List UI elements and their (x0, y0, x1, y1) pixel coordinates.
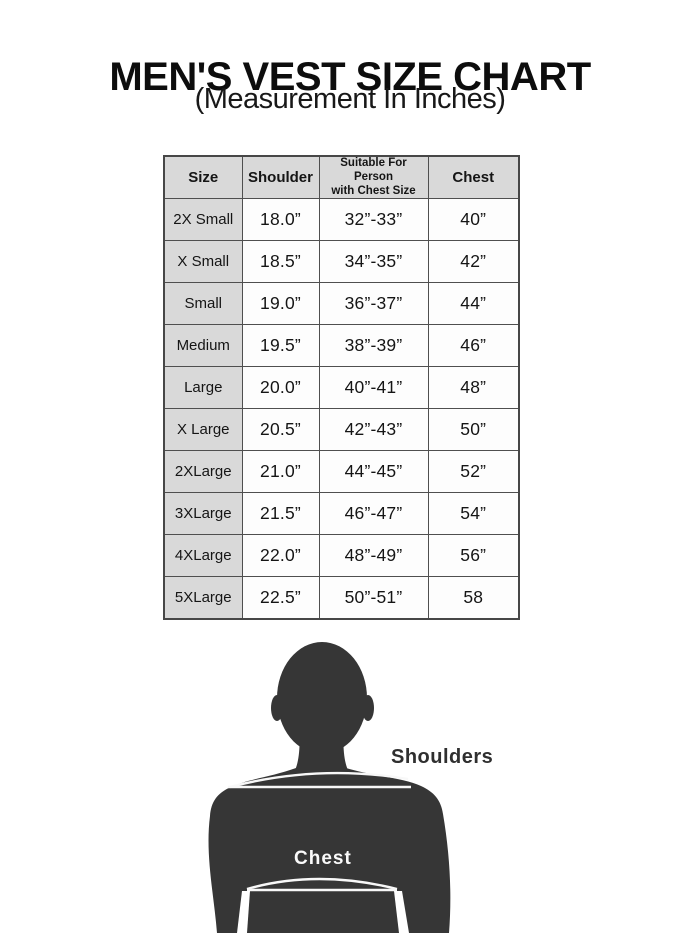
cell-chest: 54” (427, 492, 520, 536)
cell-size: 5XLarge (163, 576, 243, 620)
shoulder-measure-arc (229, 771, 409, 789)
cell-shoulder: 18.0” (241, 198, 320, 242)
cell-shoulder: 19.5” (241, 324, 320, 368)
cell-shoulder: 19.0” (241, 282, 320, 326)
table-row: Medium 19.5” 38”-39” 46” (163, 324, 520, 368)
cell-suitable-chest-range: 50”-51” (318, 576, 429, 620)
torso-shape (208, 768, 451, 933)
cell-suitable-chest-range: 42”-43” (318, 408, 429, 452)
right-arm-gap (394, 891, 409, 933)
cell-chest: 50” (427, 408, 520, 452)
cell-chest: 42” (427, 240, 520, 284)
cell-suitable-chest-range: 46”-47” (318, 492, 429, 536)
cell-suitable-chest-range: 36”-37” (318, 282, 429, 326)
cell-suitable-chest-range: 32”-33” (318, 198, 429, 242)
cell-size: 3XLarge (163, 492, 243, 536)
cell-size: 4XLarge (163, 534, 243, 578)
table-row: X Large 20.5” 42”-43” 50” (163, 408, 520, 452)
table-row: Large 20.0” 40”-41” 48” (163, 366, 520, 410)
cell-size: 2X Small (163, 198, 243, 242)
cell-shoulder: 18.5” (241, 240, 320, 284)
male-torso-silhouette (208, 642, 451, 933)
table-body: 2X Small 18.0” 32”-33” 40” X Small 18.5”… (163, 198, 520, 620)
cell-chest: 58 (427, 576, 520, 620)
cell-chest: 48” (427, 366, 520, 410)
cell-chest: 56” (427, 534, 520, 578)
page-subtitle: (Measurement In Inches) (194, 83, 506, 115)
col-header-suitable-line1: Suitable For Person (340, 157, 407, 183)
col-header-suitable-line2: with Chest Size (331, 184, 416, 197)
body-measurement-figure: Shoulders Chest (208, 642, 493, 933)
cell-size: X Large (163, 408, 243, 452)
cell-chest: 46” (427, 324, 520, 368)
table-row: X Small 18.5” 34”-35” 42” (163, 240, 520, 284)
shoulder-measure-line (228, 771, 411, 789)
col-header-suitable: Suitable For Person with Chest Size (318, 155, 429, 200)
cell-shoulder: 21.0” (241, 450, 320, 494)
cell-suitable-chest-range: 48”-49” (318, 534, 429, 578)
cell-shoulder: 22.5” (241, 576, 320, 620)
cell-shoulder: 22.0” (241, 534, 320, 578)
table-row: 2X Small 18.0” 32”-33” 40” (163, 198, 520, 242)
size-chart-table: Size Shoulder Suitable For Person with C… (163, 155, 520, 620)
chest-measure-arc (246, 877, 398, 891)
right-ear-shape (362, 695, 374, 721)
shoulders-label: Shoulders (391, 746, 493, 768)
table-row: 2XLarge 21.0” 44”-45” 52” (163, 450, 520, 494)
left-ear-shape (271, 695, 283, 721)
table-row: Small 19.0” 36”-37” 44” (163, 282, 520, 326)
chest-measure-line (246, 877, 398, 892)
cell-size: Large (163, 366, 243, 410)
cell-suitable-chest-range: 40”-41” (318, 366, 429, 410)
col-header-shoulder: Shoulder (241, 155, 320, 200)
cell-size: 2XLarge (163, 450, 243, 494)
cell-chest: 44” (427, 282, 520, 326)
page-title: MEN'S VEST SIZE CHART (109, 54, 591, 99)
cell-suitable-chest-range: 34”-35” (318, 240, 429, 284)
table-row: 3XLarge 21.5” 46”-47” 54” (163, 492, 520, 536)
table-row: 4XLarge 22.0” 48”-49” 56” (163, 534, 520, 578)
cell-suitable-chest-range: 38”-39” (318, 324, 429, 368)
cell-shoulder: 20.5” (241, 408, 320, 452)
cell-chest: 52” (427, 450, 520, 494)
neck-shape (293, 722, 350, 774)
cell-suitable-chest-range: 44”-45” (318, 450, 429, 494)
cell-size: Medium (163, 324, 243, 368)
col-header-chest: Chest (427, 155, 520, 200)
table-row: 5XLarge 22.5” 50”-51” 58 (163, 576, 520, 620)
left-arm-gap (237, 891, 250, 933)
cell-size: X Small (163, 240, 243, 284)
cell-shoulder: 21.5” (241, 492, 320, 536)
cell-shoulder: 20.0” (241, 366, 320, 410)
table-header-row: Size Shoulder Suitable For Person with C… (163, 155, 520, 200)
cell-chest: 40” (427, 198, 520, 242)
chest-label: Chest (294, 848, 352, 869)
col-header-size: Size (163, 155, 243, 200)
arm-trunk-gaps (237, 891, 409, 933)
cell-size: Small (163, 282, 243, 326)
